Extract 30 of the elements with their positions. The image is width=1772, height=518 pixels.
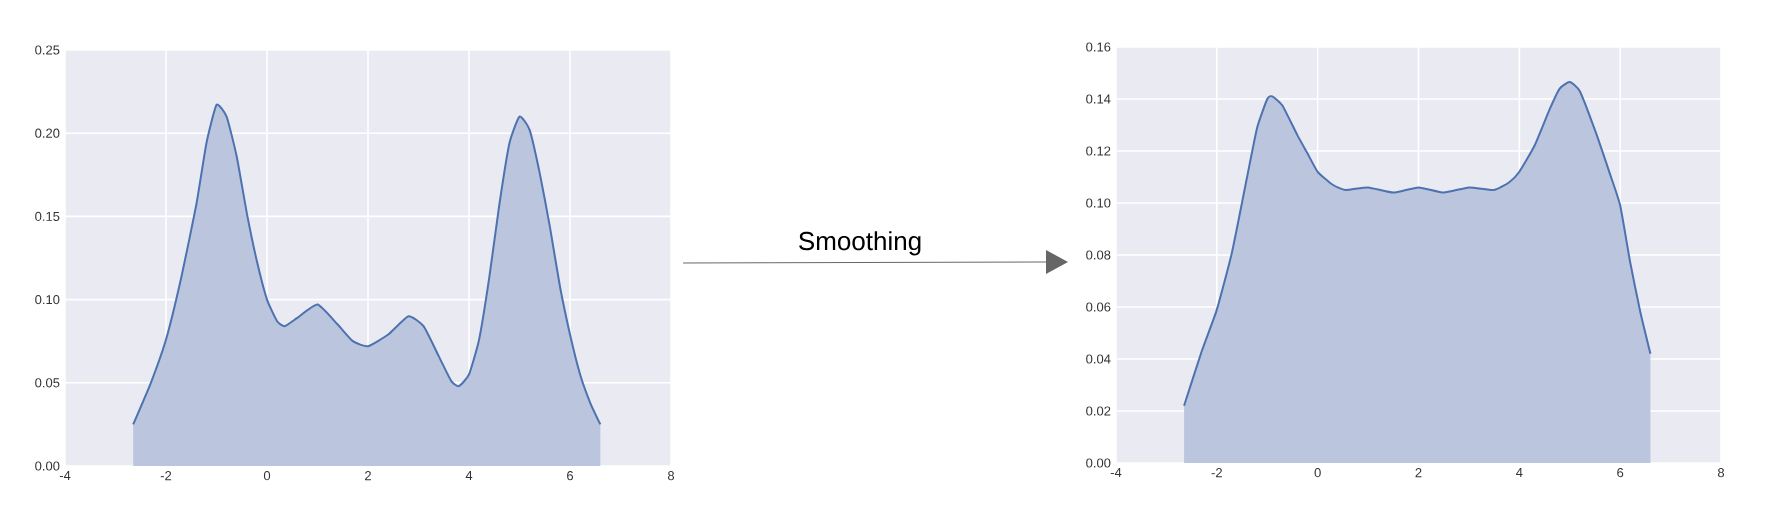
x-tick-label: 2 bbox=[365, 471, 371, 481]
y-tick-label: 0.14 bbox=[1086, 94, 1111, 104]
y-tick-label: 0.10 bbox=[35, 295, 60, 305]
x-tick-label: -4 bbox=[1110, 468, 1122, 477]
x-tick-label: -4 bbox=[59, 471, 71, 480]
x-tick-label: -2 bbox=[160, 471, 172, 481]
x-tick-label: 4 bbox=[1516, 468, 1523, 477]
y-tick-label: 0.15 bbox=[35, 211, 60, 221]
y-tick-label: 0.06 bbox=[1086, 302, 1111, 312]
x-tick-label: 4 bbox=[465, 471, 473, 480]
y-tick-label: 0.20 bbox=[35, 128, 60, 138]
y-tick-label: 0.02 bbox=[1086, 406, 1111, 416]
y-tick-label: 0.10 bbox=[1086, 198, 1111, 208]
y-tick-label: 0.04 bbox=[1086, 354, 1111, 364]
y-tick-label: 0.25 bbox=[35, 45, 60, 55]
y-tick-label: 0.00 bbox=[35, 461, 60, 471]
y-tick-label: 0.08 bbox=[1086, 250, 1111, 260]
x-tick-label: 6 bbox=[1617, 468, 1624, 478]
y-tick-label: 0.00 bbox=[1086, 458, 1111, 468]
x-tick-label: -2 bbox=[1211, 468, 1222, 478]
y-tick-label: 0.05 bbox=[35, 378, 60, 388]
y-tick-label: 0.16 bbox=[1086, 42, 1111, 52]
x-tick-label: 6 bbox=[567, 471, 574, 481]
x-tick-label: 8 bbox=[1717, 468, 1725, 478]
x-tick-label: 0 bbox=[263, 471, 271, 481]
x-tick-label: 2 bbox=[1415, 468, 1422, 478]
x-tick-label: 8 bbox=[667, 471, 675, 481]
x-tick-label: 0 bbox=[1314, 468, 1321, 478]
text: Smoothing bbox=[799, 231, 921, 256]
y-tick-label: 0.12 bbox=[1086, 146, 1111, 156]
